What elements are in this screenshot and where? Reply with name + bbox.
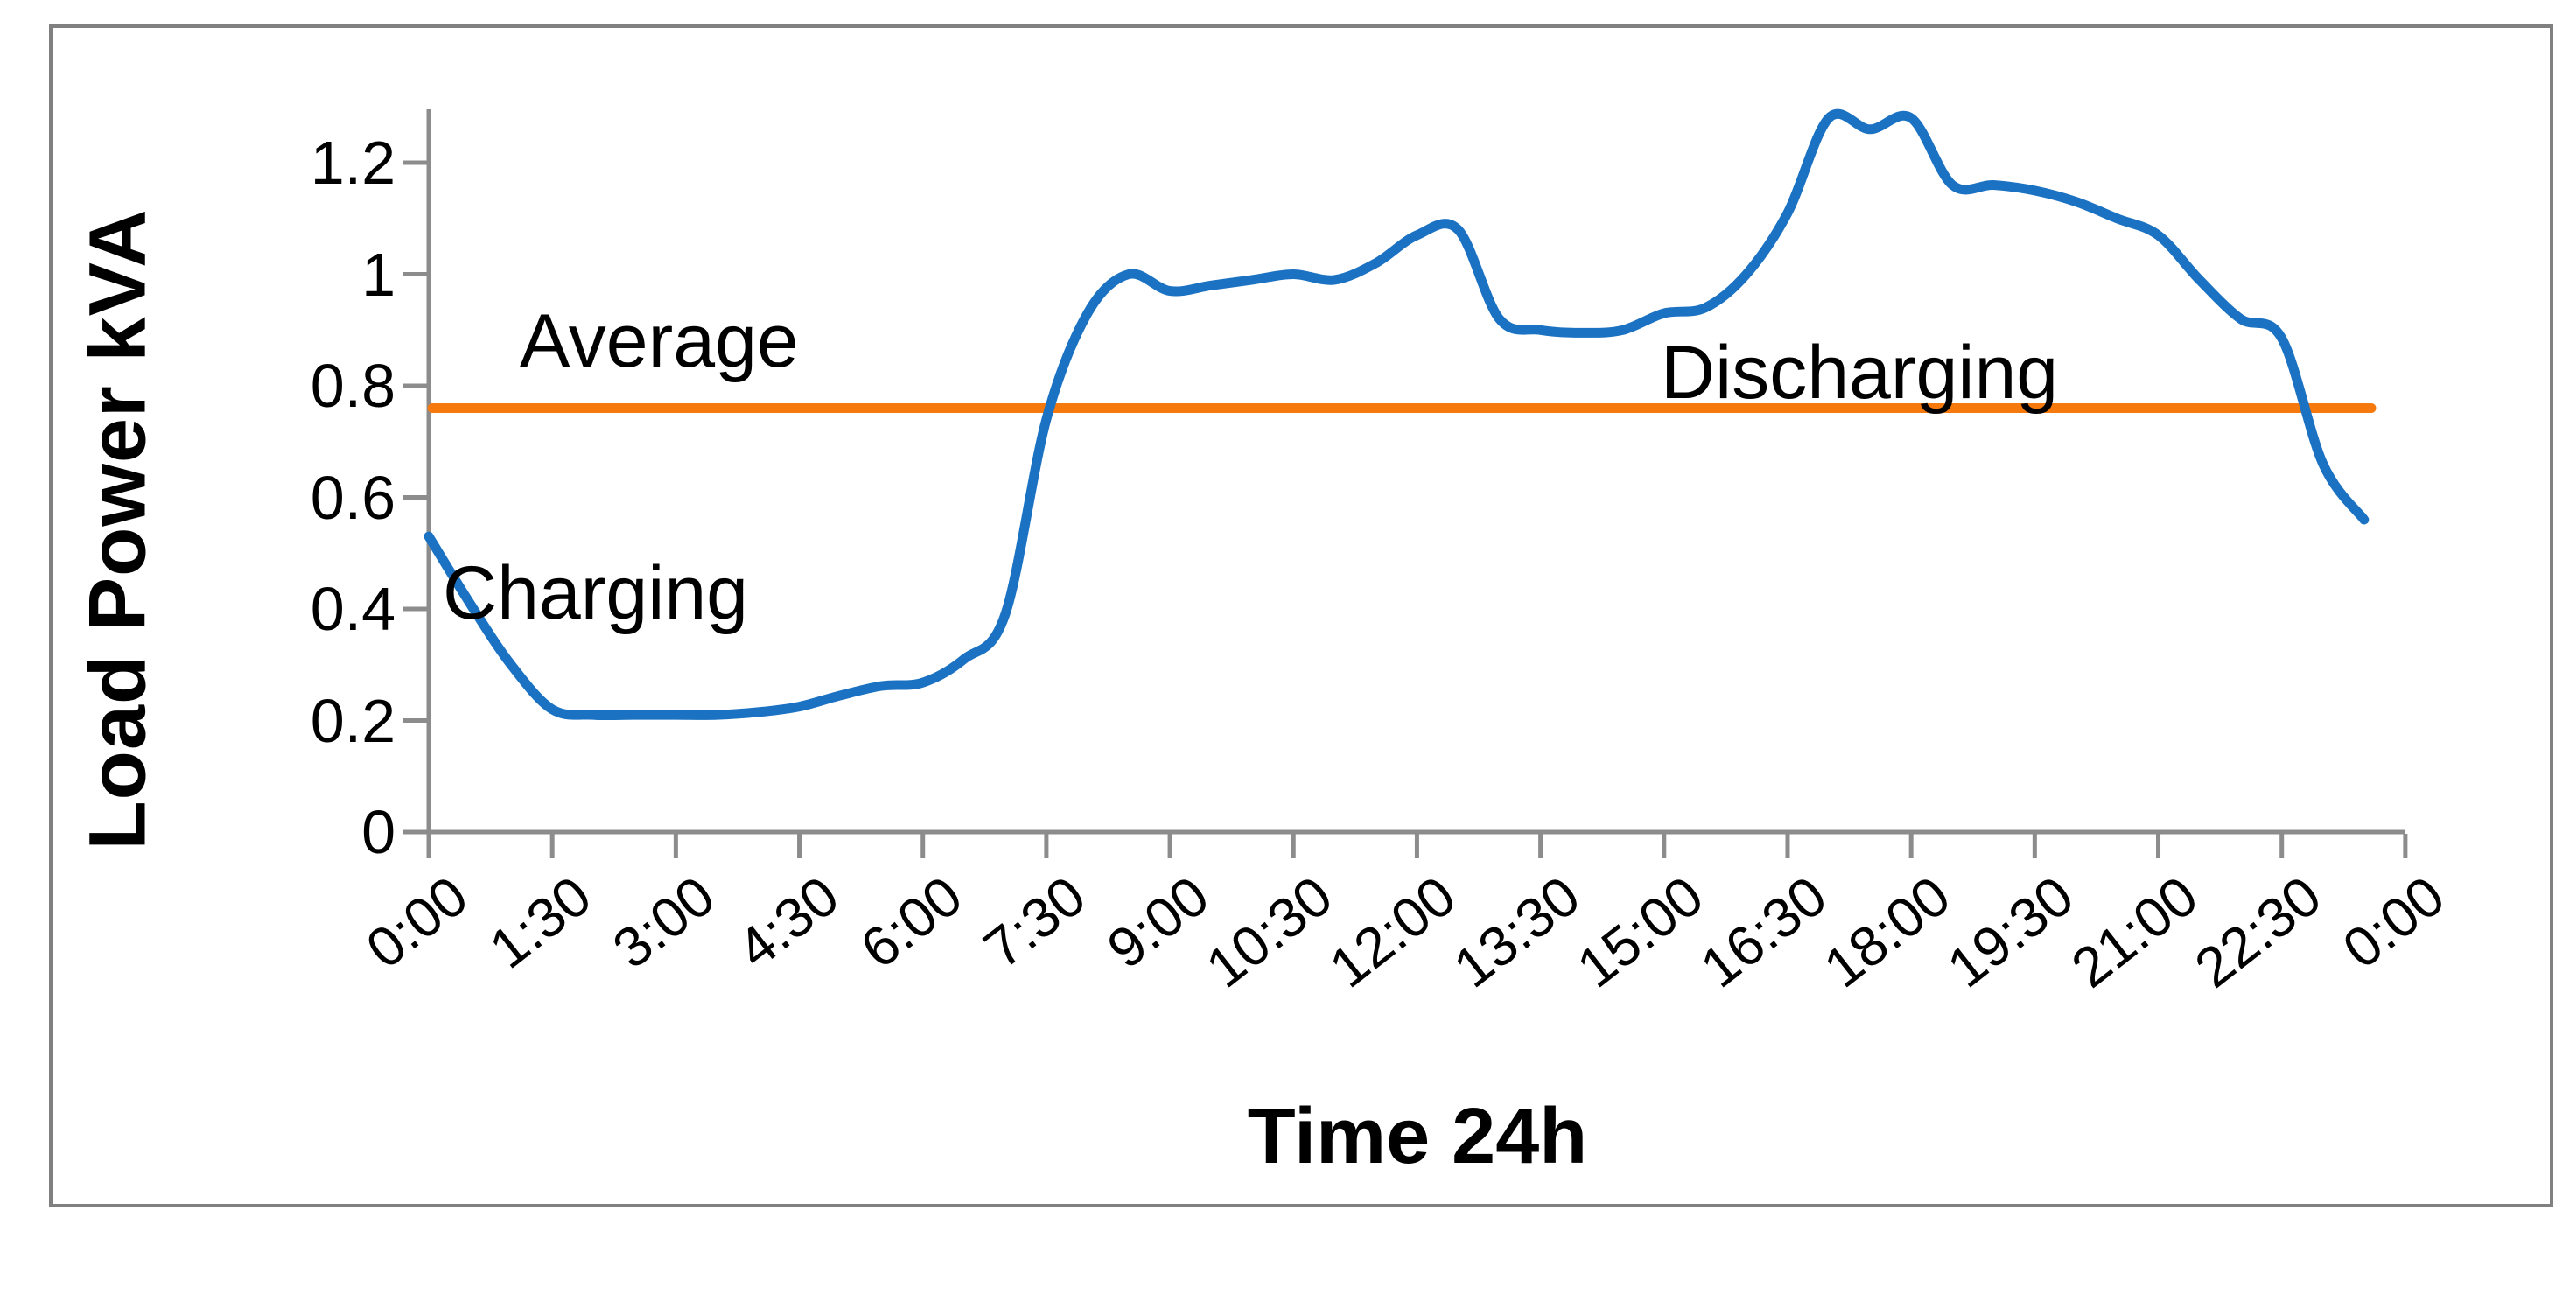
annotation-discharging: Discharging: [1661, 331, 2059, 415]
y-tick-label: 1.2: [310, 129, 396, 197]
annotation-average: Average: [520, 299, 799, 383]
y-tick-label: 0: [361, 798, 396, 866]
y-tick-label: 0.2: [310, 686, 396, 755]
x-axis-title: Time 24h: [1247, 1093, 1588, 1180]
y-tick-label: 1: [361, 240, 396, 309]
y-tick-label: 0.8: [310, 352, 396, 420]
load-power-curve: [424, 108, 2370, 721]
y-axis-title: Load Power kVA: [73, 208, 163, 850]
annotation-charging: Charging: [443, 551, 748, 635]
y-tick-label: 0.4: [310, 575, 396, 643]
y-tick-label: 0.6: [310, 463, 396, 532]
